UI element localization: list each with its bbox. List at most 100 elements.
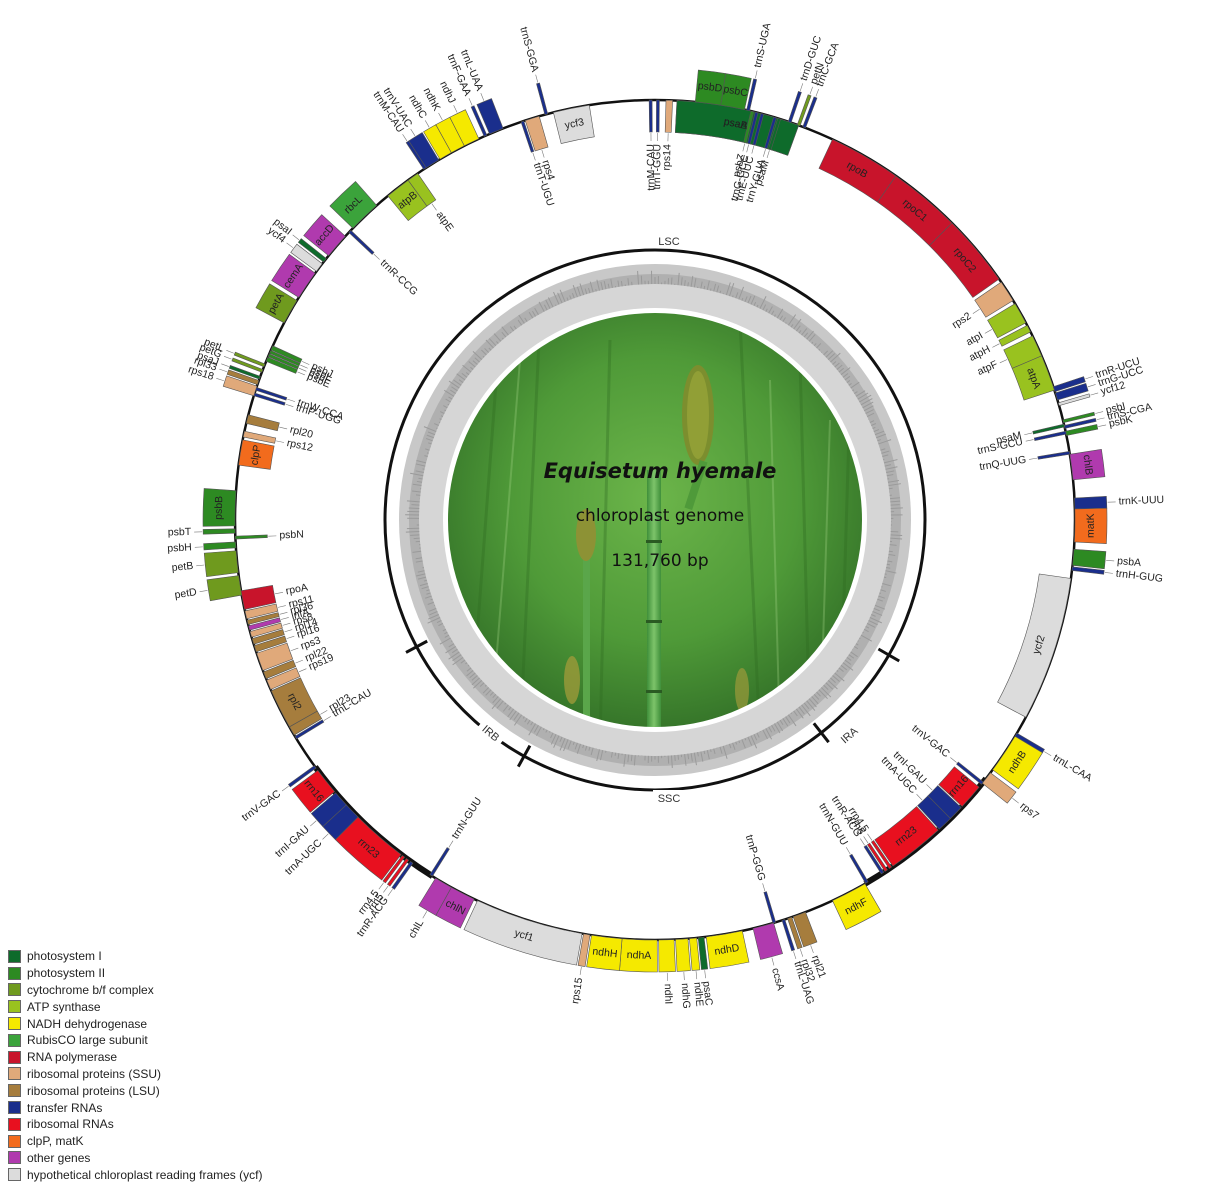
gene-label-leader	[275, 592, 284, 595]
legend-label: ATP synthase	[27, 999, 101, 1014]
legend-swatch	[8, 1101, 21, 1115]
gene-label-leader	[410, 128, 416, 136]
gene-block	[536, 82, 549, 116]
region-labels: LSC IRA SSC IRB	[475, 233, 865, 805]
gene-block	[226, 369, 260, 386]
gene-label: rps15	[569, 977, 585, 1005]
gene-label-leader	[704, 970, 706, 979]
gene-label-leader	[281, 786, 289, 792]
legend-item-ycf: hypothetical chloroplast reading frames …	[8, 1166, 328, 1183]
legend-item-atp: ATP synthase	[8, 998, 328, 1015]
gene-label: trnL-CAA	[1051, 752, 1094, 784]
gene-label-leader	[950, 757, 957, 763]
gene-label: ndhH	[592, 945, 618, 960]
gene-block	[956, 761, 984, 785]
gene-block	[1032, 423, 1065, 435]
gene-label: chlL	[406, 918, 426, 941]
gene-label-leader	[683, 972, 685, 981]
gene-label-leader	[480, 93, 485, 101]
gene-label-leader	[286, 242, 294, 248]
gene-label-leader	[199, 590, 208, 593]
gene-block	[234, 534, 268, 540]
gene-label-leader	[453, 105, 458, 113]
gene-label-leader	[383, 885, 389, 893]
gene-block	[752, 113, 765, 146]
gene-label: rps8	[292, 611, 315, 628]
gene-label: rps14	[661, 144, 674, 171]
gene-block	[1011, 355, 1055, 401]
gene-block	[787, 90, 802, 124]
gene-block	[870, 840, 893, 870]
gene-label-leader	[863, 836, 869, 844]
gene-label-leader	[282, 622, 291, 626]
gene-label-leader	[219, 368, 228, 373]
gene-block	[244, 603, 279, 620]
gene-label: ndhG	[679, 983, 693, 1009]
gene-label: psbZ	[731, 152, 748, 178]
gene-block	[303, 214, 346, 257]
gene-track	[202, 69, 1108, 973]
gene-label-leader	[746, 144, 749, 153]
gene-block	[391, 861, 414, 890]
gene-label-leader	[298, 367, 307, 372]
gene-block	[245, 414, 280, 432]
gene-label-leader	[431, 203, 437, 211]
gene-block	[240, 585, 277, 610]
gene-block	[476, 98, 504, 135]
gene-label-leader	[310, 820, 317, 827]
gene-label-leader	[1029, 457, 1038, 460]
gene-block	[248, 617, 281, 631]
gene-label-leader	[373, 253, 380, 260]
gene-label: ndhI	[662, 984, 675, 1005]
gene-label-leader	[1044, 751, 1052, 756]
gene-label: ycf2	[1030, 634, 1047, 656]
region-boundary-tick	[405, 639, 428, 654]
legend-swatch	[8, 983, 21, 997]
gene-block	[998, 325, 1031, 347]
gene-block	[675, 938, 691, 972]
gene-label-leader	[323, 716, 331, 721]
gene-label-leader	[751, 145, 755, 154]
gene-label-leader	[424, 120, 430, 128]
gene-block	[768, 117, 781, 151]
gene-label: rpl20	[289, 424, 315, 441]
gene-label: ccsA	[769, 967, 786, 992]
region-boundaries	[405, 639, 900, 768]
legend-label: other genes	[27, 1150, 91, 1165]
gene-block	[648, 99, 653, 133]
gene-label-leader	[276, 440, 285, 443]
gene-block	[743, 110, 755, 144]
legend-swatch	[8, 949, 21, 963]
gene-block	[987, 303, 1027, 339]
legend-label: ribosomal proteins (LSU)	[27, 1083, 160, 1098]
legend-label: RNA polymerase	[27, 1050, 118, 1065]
gene-label-leader	[285, 403, 294, 407]
legend-item-clp: clpP, matK	[8, 1133, 328, 1150]
gene-label-leader	[984, 329, 992, 334]
gene-block	[763, 891, 777, 924]
gene-block	[265, 356, 298, 374]
gene-block	[1033, 430, 1067, 442]
legend-swatch	[8, 1151, 21, 1165]
gene-block	[238, 439, 275, 470]
gene-label-leader	[916, 794, 923, 801]
gene-block	[1074, 496, 1108, 510]
gene-block	[470, 105, 488, 137]
gene-label-leader	[422, 911, 428, 919]
gene-block	[802, 96, 818, 129]
gene-label: trnV-GAC	[909, 723, 952, 761]
gene-block	[287, 765, 317, 788]
gene-label: psbH	[167, 541, 192, 554]
gene-label-leader	[762, 883, 766, 892]
gene-label-leader	[799, 83, 804, 92]
gene-block	[449, 109, 480, 147]
gene-block	[796, 94, 812, 127]
gene-label-leader	[860, 838, 865, 846]
gene-label-leader	[810, 945, 814, 954]
gene-label: psaA	[723, 116, 749, 133]
gene-block	[705, 930, 750, 969]
gene-block	[231, 357, 264, 373]
gene-block	[255, 283, 298, 324]
gene-block	[242, 430, 277, 444]
gene-label-leader	[1106, 559, 1115, 562]
